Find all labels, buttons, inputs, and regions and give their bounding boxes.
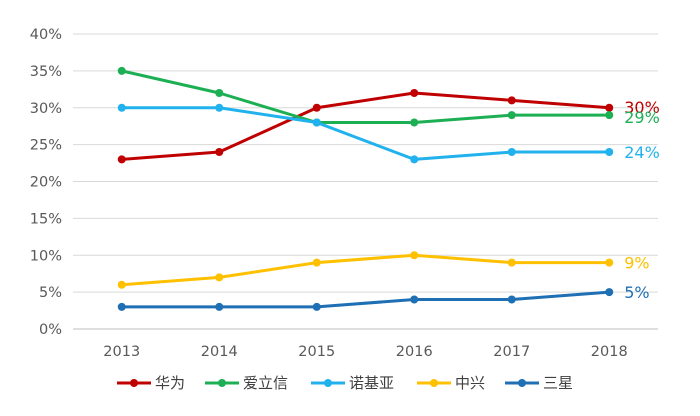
data-point <box>410 89 419 97</box>
legend-swatch-marker <box>430 379 438 387</box>
y-tick-label: 20% <box>30 175 62 191</box>
x-tick-label: 2016 <box>396 344 433 360</box>
legend-label: 华为 <box>155 374 185 392</box>
data-point <box>215 302 224 311</box>
legend-item: 三星 <box>505 374 573 392</box>
x-axis-tick-labels: 2013 2014 2015 2016 2017 2018 <box>103 344 627 360</box>
y-tick-label: 35% <box>30 64 62 80</box>
data-point <box>215 148 224 156</box>
y-tick-label: 10% <box>30 248 62 264</box>
x-tick-label: 2015 <box>298 344 335 360</box>
data-point <box>215 89 224 97</box>
data-point <box>312 258 321 267</box>
data-point <box>117 280 126 289</box>
data-point <box>507 295 516 304</box>
legend: 华为 爱立信 诺基亚 中兴 三星 <box>117 374 573 392</box>
data-point <box>410 251 419 260</box>
data-point <box>605 288 614 297</box>
data-point <box>215 103 224 112</box>
data-point <box>117 155 126 164</box>
data-point <box>117 302 126 311</box>
legend-label: 三星 <box>543 374 573 392</box>
y-tick-label: 5% <box>39 285 62 301</box>
data-point <box>410 118 419 127</box>
x-tick-label: 2017 <box>493 344 530 360</box>
legend-item: 华为 <box>117 374 185 392</box>
legend-label: 诺基亚 <box>349 374 394 392</box>
data-point <box>507 96 516 105</box>
end-value-label: 5% <box>624 283 649 302</box>
y-tick-label: 0% <box>39 322 62 338</box>
series-line <box>120 253 611 287</box>
y-tick-label: 40% <box>30 27 62 43</box>
legend-swatch-marker <box>518 379 526 387</box>
legend-item: 中兴 <box>417 374 485 392</box>
end-value-label: 24% <box>624 143 660 162</box>
data-point <box>312 302 321 311</box>
end-labels: 30%29% 24% 9% 5% <box>624 98 660 302</box>
data-point <box>605 103 614 112</box>
data-point <box>117 66 126 75</box>
legend-item: 诺基亚 <box>311 374 394 392</box>
legend-label: 中兴 <box>455 374 485 392</box>
data-point <box>605 111 614 120</box>
legend-swatch-marker <box>324 379 332 387</box>
series-5 <box>117 288 614 311</box>
end-value-label: 29% <box>624 108 660 127</box>
legend-swatch-marker <box>218 379 226 387</box>
data-point <box>312 118 321 127</box>
data-point <box>215 273 224 282</box>
series-line <box>120 290 611 309</box>
x-tick-label: 2014 <box>201 344 238 360</box>
data-point <box>410 155 419 164</box>
data-point <box>507 111 516 120</box>
data-point <box>605 258 614 267</box>
series-line <box>120 106 611 161</box>
end-value-label: 9% <box>624 254 649 273</box>
series-4 <box>117 251 614 289</box>
data-point <box>117 103 126 112</box>
data-point <box>312 103 321 112</box>
data-point <box>507 258 516 267</box>
y-tick-label: 25% <box>30 138 62 154</box>
legend-label: 爱立信 <box>243 374 288 392</box>
series-lines <box>117 66 614 311</box>
data-point <box>410 295 419 304</box>
y-tick-label: 15% <box>30 211 62 227</box>
series-line <box>120 91 611 161</box>
y-tick-label: 30% <box>30 101 62 117</box>
data-point <box>507 148 516 156</box>
series-line <box>120 69 611 124</box>
y-axis-tick-labels: 0% 5% 10% 15% 20% 25% 30% 35% 40% <box>30 27 62 338</box>
x-tick-label: 2013 <box>103 344 140 360</box>
series-1 <box>117 89 614 164</box>
legend-swatch-marker <box>130 379 138 387</box>
series-2 <box>117 66 614 127</box>
end-value-label: 30% <box>624 98 660 117</box>
legend-item: 爱立信 <box>205 374 288 392</box>
x-tick-label: 2018 <box>591 344 628 360</box>
data-point <box>605 148 614 156</box>
series-3 <box>117 103 614 164</box>
